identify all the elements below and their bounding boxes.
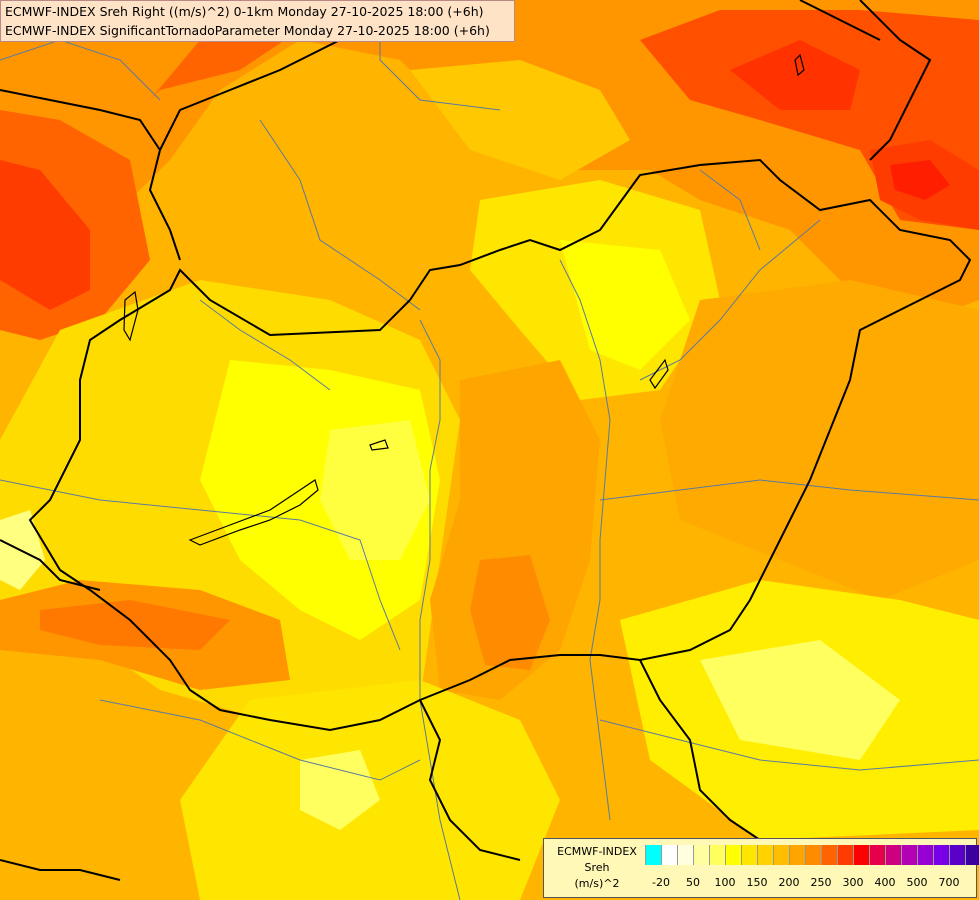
- legend-swatch: [853, 845, 869, 865]
- field-east-deep-red: [890, 160, 950, 200]
- legend-swatch: [933, 845, 949, 865]
- border-north: [0, 89, 181, 261]
- legend-tick-label: 400: [874, 876, 896, 889]
- field-nw-deep-red: [0, 160, 90, 310]
- legend-tick-label: 50: [686, 876, 700, 889]
- legend-swatch: [693, 845, 709, 865]
- field-ne-deep-red: [730, 40, 860, 110]
- legend-swatch: [901, 845, 917, 865]
- legend-swatch: [821, 845, 837, 865]
- border-hungary: [28, 158, 972, 732]
- legend-tick-label: 200: [778, 876, 800, 889]
- legend-title-variable: Sreh: [584, 861, 610, 874]
- title-box: ECMWF-INDEX Sreh Right ((m/s)^2) 0-1km M…: [0, 0, 515, 42]
- legend-swatch: [949, 845, 965, 865]
- border-south: [419, 699, 521, 861]
- border-sw2: [0, 859, 121, 881]
- lake-neusiedl: [123, 290, 139, 342]
- legend-swatch: [885, 845, 901, 865]
- legend-swatch: [709, 845, 725, 865]
- lake-tisza: [649, 358, 669, 390]
- legend-swatch: [965, 845, 979, 865]
- field-se-light: [700, 640, 900, 760]
- legend-tick-label: 150: [746, 876, 768, 889]
- legend-swatch: [917, 845, 933, 865]
- lake-balaton: [188, 479, 319, 546]
- border-se: [639, 659, 761, 841]
- legend-swatch: [725, 845, 741, 865]
- field-north-red-band: [150, 0, 420, 100]
- legend-swatch: [805, 845, 821, 865]
- legend-swatch: [837, 845, 853, 865]
- field-south-dark-orange: [470, 555, 550, 670]
- field-east-orange: [660, 280, 979, 600]
- legend-swatch: [645, 845, 661, 865]
- legend-swatch: [757, 845, 773, 865]
- border-ne: [859, 0, 932, 161]
- lake-ne-small: [794, 53, 805, 77]
- legend-title-units: (m/s)^2: [574, 877, 620, 890]
- legend-tick-label: 100: [714, 876, 736, 889]
- legend-title-model: ECMWF-INDEX: [557, 845, 637, 858]
- field-south-light: [300, 750, 380, 830]
- legend-tick-label: 500: [906, 876, 928, 889]
- legend-color-bar: [645, 845, 979, 865]
- legend-tick-label: -20: [652, 876, 670, 889]
- legend-swatch: [741, 845, 757, 865]
- field-center-light: [320, 420, 430, 560]
- title-line-2: ECMWF-INDEX SignificantTornadoParameter …: [5, 23, 490, 38]
- lake-velence: [369, 439, 389, 451]
- legend-swatch: [661, 845, 677, 865]
- legend-tick-label: 250: [810, 876, 832, 889]
- legend-tick-label: 300: [842, 876, 864, 889]
- legend-swatch: [773, 845, 789, 865]
- field-west-edge-light: [0, 510, 45, 590]
- field-north-yellow-gap: [410, 60, 630, 180]
- legend-swatch: [869, 845, 885, 865]
- lakes: [123, 53, 805, 546]
- title-line-1: ECMWF-INDEX Sreh Right ((m/s)^2) 0-1km M…: [5, 4, 484, 19]
- legend-swatch: [677, 845, 693, 865]
- legend-tick-label: 700: [938, 876, 960, 889]
- border-sw: [0, 539, 101, 591]
- legend-swatch: [789, 845, 805, 865]
- color-legend: ECMWF-INDEX Sreh (m/s)^2 -20 50 100 150 200 2…: [543, 838, 979, 898]
- border-ne2: [799, 0, 881, 41]
